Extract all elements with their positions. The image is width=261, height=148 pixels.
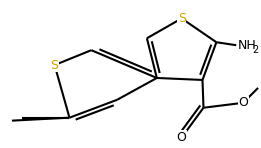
Text: NH: NH — [238, 39, 257, 52]
Text: S: S — [178, 12, 186, 25]
Text: O: O — [177, 131, 187, 144]
Text: 2: 2 — [252, 45, 258, 55]
Text: S: S — [51, 59, 58, 72]
Text: O: O — [238, 96, 248, 109]
